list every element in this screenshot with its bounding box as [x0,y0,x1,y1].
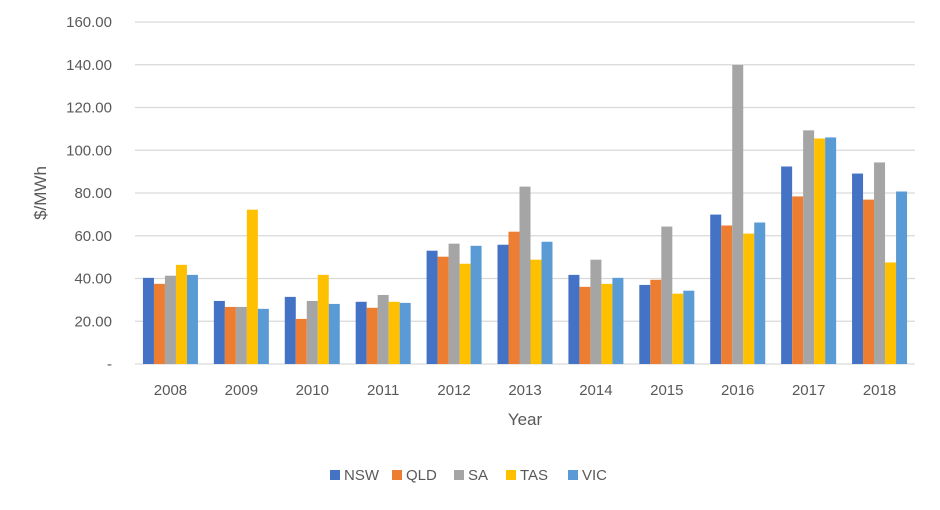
x-tick-label: 2014 [579,382,612,399]
bar-sa-2018 [874,162,886,364]
bar-tas-2008 [175,264,187,364]
x-tick-label: 2009 [225,382,258,399]
bar-vic-2015 [683,290,695,364]
bar-qld-2016 [721,225,733,364]
legend-swatch [506,470,516,480]
legend-swatch [454,470,464,480]
y-tick-label: - [107,356,112,373]
bar-nsw-2008 [142,277,154,364]
bar-qld-2009 [224,306,236,364]
bar-vic-2011 [399,302,411,364]
legend-label: NSW [344,467,380,484]
y-tick-label: 40.00 [74,271,112,288]
legend-label: VIC [582,467,607,484]
legend-item-tas: TAS [506,467,548,484]
bar-nsw-2012 [426,250,438,364]
bar-qld-2012 [437,256,449,364]
legend-swatch [392,470,402,480]
bar-qld-2018 [863,199,875,364]
y-tick-label: 100.00 [66,142,112,159]
bar-nsw-2009 [213,300,225,364]
bar-tas-2013 [530,259,542,364]
bar-vic-2017 [825,137,837,364]
bar-nsw-2016 [710,214,722,364]
bar-tas-2010 [317,274,329,364]
legend-item-sa: SA [454,467,488,484]
x-axis-label: Year [508,410,543,429]
bar-tas-2018 [885,262,897,364]
x-tick-label: 2013 [508,382,541,399]
bar-qld-2010 [295,318,307,364]
bar-vic-2009 [257,308,269,364]
bar-sa-2011 [377,294,389,364]
x-tick-label: 2017 [792,382,825,399]
bar-nsw-2015 [639,284,651,364]
legend-label: SA [468,467,488,484]
bar-sa-2014 [590,259,602,364]
bar-qld-2013 [508,231,520,364]
y-tick-label: 60.00 [74,228,112,245]
bar-qld-2011 [366,307,378,364]
y-tick-label: 80.00 [74,185,112,202]
bar-nsw-2014 [568,274,580,364]
x-tick-label: 2018 [863,382,896,399]
legend-label: QLD [406,467,437,484]
bar-sa-2017 [803,130,815,364]
bar-qld-2017 [792,196,804,364]
bar-nsw-2017 [781,166,793,364]
legend-label: TAS [520,467,548,484]
x-tick-label: 2011 [367,382,399,399]
x-tick-label: 2008 [154,382,187,399]
legend-swatch [568,470,578,480]
x-tick-label: 2015 [650,382,683,399]
bar-tas-2014 [601,283,613,364]
bar-tas-2015 [672,293,684,364]
bar-vic-2016 [754,222,766,364]
y-tick-label: 120.00 [66,100,112,117]
y-tick-label: 140.00 [66,57,112,74]
legend: NSW QLD SA TAS VIC [330,467,607,484]
bar-sa-2008 [164,275,176,364]
bar-nsw-2018 [852,173,864,364]
bar-sa-2010 [306,300,318,364]
bar-qld-2008 [153,283,165,364]
bar-sa-2012 [448,243,460,364]
bar-sa-2016 [732,64,744,365]
x-tick-label: 2010 [296,382,329,399]
bar-nsw-2010 [284,296,296,364]
bar-vic-2014 [612,277,624,364]
bar-nsw-2013 [497,244,509,364]
bar-sa-2013 [519,186,531,364]
bar-vic-2012 [470,245,482,364]
bar-tas-2012 [459,263,471,364]
bar-vic-2018 [896,191,908,364]
x-tick-label: 2016 [721,382,754,399]
bar-tas-2016 [743,233,755,364]
legend-swatch [330,470,340,480]
y-axis-ticks: - 20.00 40.00 60.00 80.00 100.00 120.00 140.00 1… [66,14,112,373]
legend-item-vic: VIC [568,467,607,484]
bar-sa-2015 [661,226,673,364]
legend-item-nsw: NSW [330,467,380,484]
bar-qld-2014 [579,286,591,364]
bar-tas-2017 [814,138,826,364]
bar-tas-2011 [388,301,400,364]
bar-nsw-2011 [355,301,367,364]
legend-item-qld: QLD [392,467,437,484]
x-axis-ticks: 2008 2009 2010 2011 2012 2013 2014 2015 2016 2017… [154,382,896,399]
bar-sa-2009 [235,306,247,364]
bar-tas-2009 [246,209,258,364]
bars [142,64,908,365]
y-tick-label: 160.00 [66,14,112,31]
y-tick-label: 20.00 [74,313,112,330]
bar-qld-2015 [650,279,662,364]
bar-vic-2013 [541,241,553,364]
bar-vic-2008 [186,274,198,364]
y-axis-label: $/MWh [31,166,50,220]
bar-vic-2010 [328,303,340,364]
x-tick-label: 2012 [437,382,470,399]
